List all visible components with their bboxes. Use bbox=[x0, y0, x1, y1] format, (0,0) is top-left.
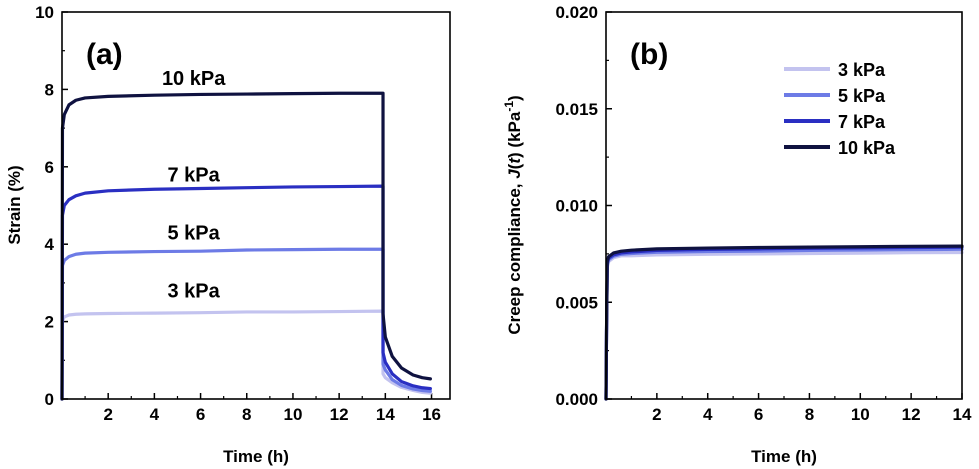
panel-a-x-tick-label: 16 bbox=[422, 405, 441, 424]
panel-a-series-line-3-kpa bbox=[60, 309, 432, 401]
panel-b-y-axis-title-t: t bbox=[505, 157, 524, 164]
legend-label-10-kpa: 10 kPa bbox=[838, 138, 896, 158]
panel-b-series-line-7-kpa bbox=[604, 245, 964, 401]
panel-a-x-tick-label: 4 bbox=[150, 405, 160, 424]
panel-a-series bbox=[60, 91, 432, 401]
panel-b-series-line-10-kpa bbox=[604, 244, 964, 401]
curve-label-7-kpa: 7 kPa bbox=[168, 165, 221, 187]
panel-a-y-tick-label: 0 bbox=[45, 390, 54, 409]
panel-a-series-line-7-kpa bbox=[60, 184, 432, 401]
panel-a-y-axis-title: Strain (%) bbox=[5, 165, 24, 244]
panel-a-label: (a) bbox=[86, 38, 123, 71]
panel-b-y-axis-title: Creep compliance, J(t) (kPa-1) bbox=[502, 95, 524, 334]
panel-a-curve-labels: 3 kPa 5 kPa 7 kPa 10 kPa bbox=[162, 68, 226, 303]
panel-b-y-tick-label: 0.000 bbox=[555, 390, 598, 409]
panel-b-x-axis-title: Time (h) bbox=[751, 447, 817, 466]
panel-b-y-tick-label: 0.020 bbox=[555, 3, 598, 22]
panel-a-y-tick-label: 6 bbox=[45, 158, 54, 177]
panel-b-creep-compliance-chart: 2 4 6 8 10 12 14 0.000 0.005 0.010 0.015 0.020 3 kP… bbox=[502, 3, 972, 466]
panel-b-frame bbox=[605, 11, 963, 400]
panel-a-x-axis-title: Time (h) bbox=[223, 447, 289, 466]
panel-b-series-line-5-kpa bbox=[604, 247, 964, 401]
panel-a-series-line-10-kpa bbox=[60, 91, 432, 401]
panel-b-y-tick-label: 0.005 bbox=[555, 293, 598, 312]
panel-b-label: (b) bbox=[630, 38, 668, 71]
panel-b-tick-labels: 2 4 6 8 10 12 14 0.000 0.005 0.010 0.015 0.020 bbox=[555, 3, 972, 424]
panel-a-x-tick-label: 12 bbox=[330, 405, 349, 424]
panel-b-x-tick-label: 14 bbox=[953, 405, 972, 424]
panel-b-x-tick-label: 12 bbox=[902, 405, 921, 424]
panel-b-y-axis-title-close-paren: ) bbox=[505, 95, 524, 101]
panel-a-x-tick-label: 2 bbox=[103, 405, 112, 424]
panel-b-legend: 3 kPa 5 kPa 7 kPa 10 kPa bbox=[784, 60, 896, 158]
panel-a-y-tick-label: 2 bbox=[45, 313, 54, 332]
panel-b-series bbox=[604, 244, 964, 401]
legend-label-7-kpa: 7 kPa bbox=[838, 112, 886, 132]
panel-b-y-tick-label: 0.010 bbox=[555, 197, 598, 216]
panel-a-strain-chart: 2 4 6 8 10 12 14 16 0 2 4 6 8 10 3 kPa 5 kPa 7 kPa 10 kP… bbox=[5, 3, 451, 466]
panel-a-y-tick-label: 4 bbox=[45, 235, 55, 254]
panel-b-y-tick-label: 0.015 bbox=[555, 100, 598, 119]
curve-label-10-kpa: 10 kPa bbox=[162, 68, 226, 90]
panel-a-y-tick-label: 8 bbox=[45, 80, 54, 99]
panel-b-x-tick-label: 2 bbox=[652, 405, 661, 424]
panel-a-frame bbox=[61, 11, 451, 400]
panel-b-x-tick-label: 6 bbox=[754, 405, 763, 424]
panel-a-x-tick-label: 6 bbox=[196, 405, 205, 424]
panel-b-y-axis-title-j: J bbox=[505, 169, 524, 179]
panel-b-y-axis-title-exponent: -1 bbox=[502, 101, 516, 112]
curve-label-3-kpa: 3 kPa bbox=[168, 281, 221, 303]
panel-a-x-tick-label: 10 bbox=[283, 405, 302, 424]
panel-b-x-tick-label: 4 bbox=[703, 405, 713, 424]
panel-b-series-line-3-kpa bbox=[604, 250, 964, 401]
panel-a-x-tick-label: 14 bbox=[376, 405, 395, 424]
legend-label-3-kpa: 3 kPa bbox=[838, 60, 886, 80]
panel-a-tick-labels: 2 4 6 8 10 12 14 16 0 2 4 6 8 10 bbox=[35, 3, 441, 424]
panel-b-y-axis-title-prefix: Creep compliance, bbox=[505, 179, 524, 335]
legend-label-5-kpa: 5 kPa bbox=[838, 86, 886, 106]
panel-b-x-tick-label: 10 bbox=[851, 405, 870, 424]
panel-a-x-tick-label: 8 bbox=[242, 405, 251, 424]
panel-b-x-tick-label: 8 bbox=[805, 405, 814, 424]
panel-a-series-line-5-kpa bbox=[60, 247, 432, 401]
panel-b-y-axis-title-open-paren: ( bbox=[505, 163, 524, 169]
curve-label-5-kpa: 5 kPa bbox=[168, 223, 221, 245]
panel-a-y-tick-label: 10 bbox=[35, 3, 54, 22]
panel-b-y-axis-title-unit: kPa bbox=[505, 111, 524, 142]
panel-b-y-axis-title-mid: ) ( bbox=[505, 142, 524, 158]
